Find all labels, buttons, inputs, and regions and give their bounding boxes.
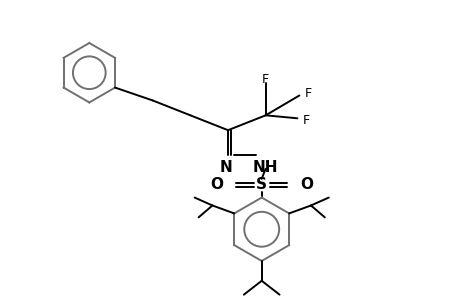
- Text: O: O: [300, 177, 313, 192]
- Text: F: F: [304, 87, 311, 100]
- Text: S: S: [256, 177, 267, 192]
- Text: N: N: [219, 160, 232, 175]
- Text: O: O: [210, 177, 223, 192]
- Text: NH: NH: [252, 160, 278, 175]
- Text: F: F: [262, 73, 269, 86]
- Text: F: F: [302, 114, 309, 127]
